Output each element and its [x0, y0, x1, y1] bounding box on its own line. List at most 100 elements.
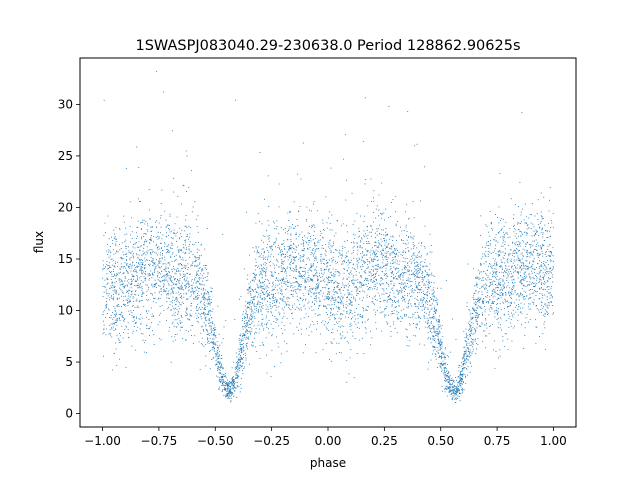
data-point: [396, 318, 398, 320]
data-point: [498, 271, 500, 273]
data-point: [176, 333, 178, 335]
data-point: [433, 299, 435, 301]
data-point: [463, 362, 465, 364]
data-point: [515, 248, 517, 249]
data-point: [539, 266, 541, 267]
data-point: [107, 279, 109, 280]
data-point: [429, 317, 431, 318]
data-point: [192, 262, 194, 264]
data-point: [257, 310, 259, 312]
data-point: [492, 301, 494, 303]
data-point: [487, 275, 489, 277]
data-point: [205, 328, 207, 330]
data-point: [522, 278, 524, 280]
data-point: [316, 292, 318, 294]
data-point: [218, 381, 220, 383]
data-point: [211, 327, 213, 329]
data-point: [218, 372, 220, 374]
data-point: [107, 308, 109, 310]
data-point: [331, 304, 333, 305]
data-point: [196, 226, 198, 227]
data-point: [512, 251, 514, 253]
data-point: [516, 252, 518, 254]
data-point: [362, 316, 364, 318]
data-point: [146, 284, 148, 286]
data-point: [274, 241, 276, 243]
data-point: [481, 294, 483, 296]
data-point: [374, 241, 376, 243]
data-point: [368, 274, 370, 276]
data-point: [247, 302, 249, 304]
data-point: [454, 388, 455, 390]
data-point: [321, 244, 323, 246]
data-point: [432, 350, 434, 352]
data-point: [545, 305, 547, 307]
data-point: [223, 326, 225, 328]
data-point: [228, 397, 230, 399]
data-point: [499, 316, 501, 318]
data-point: [398, 251, 400, 253]
data-point: [280, 270, 282, 272]
data-point: [272, 295, 274, 297]
data-point: [294, 268, 296, 270]
data-point: [181, 268, 183, 270]
data-point: [337, 287, 339, 289]
data-point: [413, 292, 415, 294]
data-point: [430, 359, 432, 361]
data-point: [176, 322, 178, 324]
data-point: [116, 321, 117, 323]
data-point: [293, 243, 295, 245]
data-point: [500, 218, 502, 219]
data-point: [244, 316, 245, 318]
data-point: [358, 290, 360, 292]
data-point: [149, 263, 151, 265]
data-point: [388, 243, 390, 244]
data-point: [526, 256, 528, 258]
data-point: [365, 235, 367, 237]
data-point: [338, 288, 340, 290]
data-point: [262, 307, 264, 309]
data-point: [342, 248, 344, 249]
data-point: [476, 323, 478, 325]
data-point: [134, 243, 136, 245]
data-point: [235, 352, 237, 354]
data-point: [131, 237, 133, 239]
data-point: [499, 254, 501, 256]
data-point: [488, 263, 490, 265]
data-point: [419, 284, 421, 286]
data-point: [508, 268, 510, 270]
data-point: [473, 299, 475, 300]
data-point: [322, 222, 324, 224]
data-point: [203, 264, 205, 266]
data-point: [259, 255, 261, 257]
data-point: [457, 382, 459, 383]
data-point: [499, 324, 501, 326]
data-point: [337, 284, 339, 286]
data-point: [357, 236, 359, 238]
data-point: [161, 250, 163, 252]
data-point: [537, 309, 539, 311]
data-point: [492, 276, 494, 278]
data-point: [383, 254, 384, 256]
data-point: [503, 254, 505, 256]
data-point: [257, 286, 259, 288]
data-point: [221, 364, 223, 366]
data-point: [160, 226, 162, 228]
data-point: [408, 235, 409, 237]
data-point: [348, 294, 349, 296]
data-point: [438, 333, 440, 334]
data-point: [136, 146, 138, 148]
data-point: [540, 308, 542, 310]
data-point: [134, 291, 136, 292]
data-point: [394, 300, 395, 302]
data-point: [260, 309, 262, 311]
data-point: [537, 219, 539, 220]
data-point: [321, 276, 323, 278]
data-point: [341, 313, 343, 315]
data-point: [323, 306, 324, 307]
data-point: [512, 262, 514, 264]
data-point: [410, 289, 412, 291]
data-point: [335, 280, 337, 282]
data-point: [256, 303, 258, 305]
data-point: [545, 262, 547, 263]
